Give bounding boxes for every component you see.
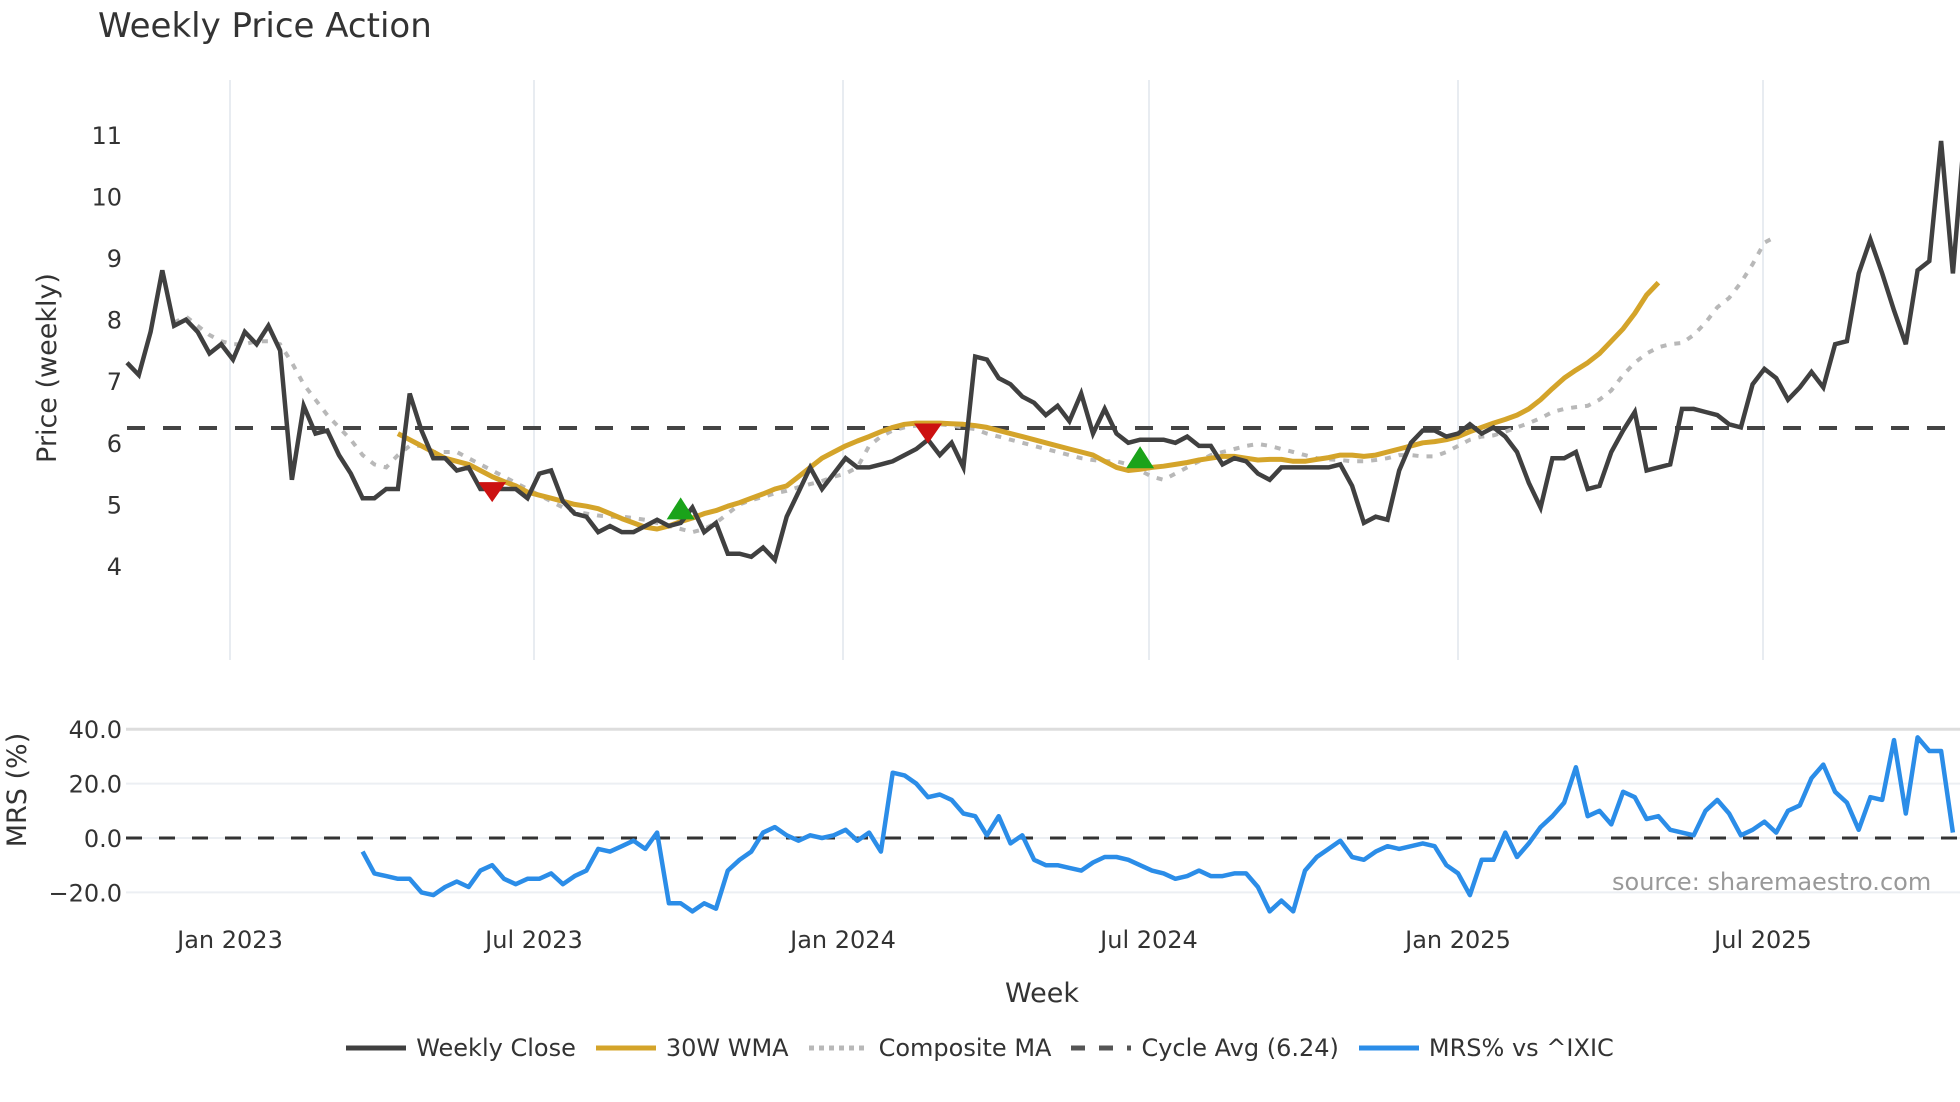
source-watermark: source: sharemaestro.com — [1612, 868, 1932, 896]
x-tick-label: Jan 2025 — [1403, 926, 1511, 954]
legend-label: MRS% vs ^IXIC — [1428, 1034, 1614, 1062]
mrs-tick-label: 0.0 — [84, 825, 122, 853]
mrs-tick-label: 40.0 — [69, 716, 122, 744]
y-tick-label: 9 — [107, 245, 122, 273]
legend-item[interactable]: Cycle Avg (6.24) — [1071, 1034, 1339, 1062]
y-tick-label: 4 — [107, 553, 122, 581]
legend-swatch-icon — [595, 1045, 656, 1051]
y-tick-label: 8 — [107, 307, 122, 335]
chart-title: Weekly Price Action — [98, 6, 432, 46]
legend-label: Cycle Avg (6.24) — [1141, 1034, 1339, 1062]
x-tick-label: Jan 2024 — [788, 926, 896, 954]
x-tick-label: Jul 2024 — [1098, 926, 1198, 954]
price-series — [125, 140, 1960, 565]
x-tick-label: Jul 2023 — [483, 926, 583, 954]
legend-item[interactable]: MRS% vs ^IXIC — [1358, 1034, 1614, 1062]
x-axis-title: Week — [1005, 978, 1079, 1009]
mrs-axis-title: MRS (%) — [2, 733, 33, 848]
legend-item[interactable]: Weekly Close — [346, 1034, 576, 1062]
sell-signal-marker — [914, 423, 943, 444]
y-tick-label: 11 — [91, 122, 122, 150]
legend-swatch-icon — [346, 1045, 407, 1051]
y-axis-title: Price (weekly) — [32, 273, 63, 463]
legend: Weekly Close 30W WMA Composite MA Cycle Avg… — [0, 1034, 1960, 1062]
y-tick-label: 10 — [91, 183, 122, 211]
price-gridlines — [229, 80, 1764, 660]
legend-item[interactable]: 30W WMA — [595, 1034, 789, 1062]
axes-labels: Jan 2023 Jul 2023 Jan 2024 Jul 2024 Jan 2025… — [2, 122, 1812, 1009]
legend-swatch-icon — [1071, 1045, 1132, 1051]
buy-signal-marker — [666, 497, 695, 520]
y-tick-label: 7 — [107, 368, 122, 396]
legend-label: Weekly Close — [416, 1034, 576, 1062]
x-tick-label: Jul 2025 — [1712, 926, 1812, 954]
legend-label: Composite MA — [878, 1034, 1052, 1062]
mrs-line — [360, 735, 1956, 914]
weekly-close-line — [125, 140, 1960, 565]
legend-swatch-icon — [808, 1045, 869, 1051]
y-tick-label: 5 — [107, 491, 122, 519]
wma-30w-line — [396, 280, 1661, 532]
composite-ma-line — [173, 234, 1778, 535]
y-tick-label: 6 — [107, 430, 122, 458]
sell-signal-marker — [478, 482, 507, 503]
mrs-tick-label: −20.0 — [48, 879, 122, 907]
buy-signal-marker — [1126, 446, 1155, 469]
x-tick-label: Jan 2023 — [175, 926, 283, 954]
legend-swatch-icon — [1358, 1045, 1419, 1051]
mrs-tick-label: 20.0 — [69, 771, 122, 799]
legend-item[interactable]: Composite MA — [808, 1034, 1052, 1062]
mrs-series — [126, 735, 1960, 914]
legend-label: 30W WMA — [665, 1034, 789, 1062]
